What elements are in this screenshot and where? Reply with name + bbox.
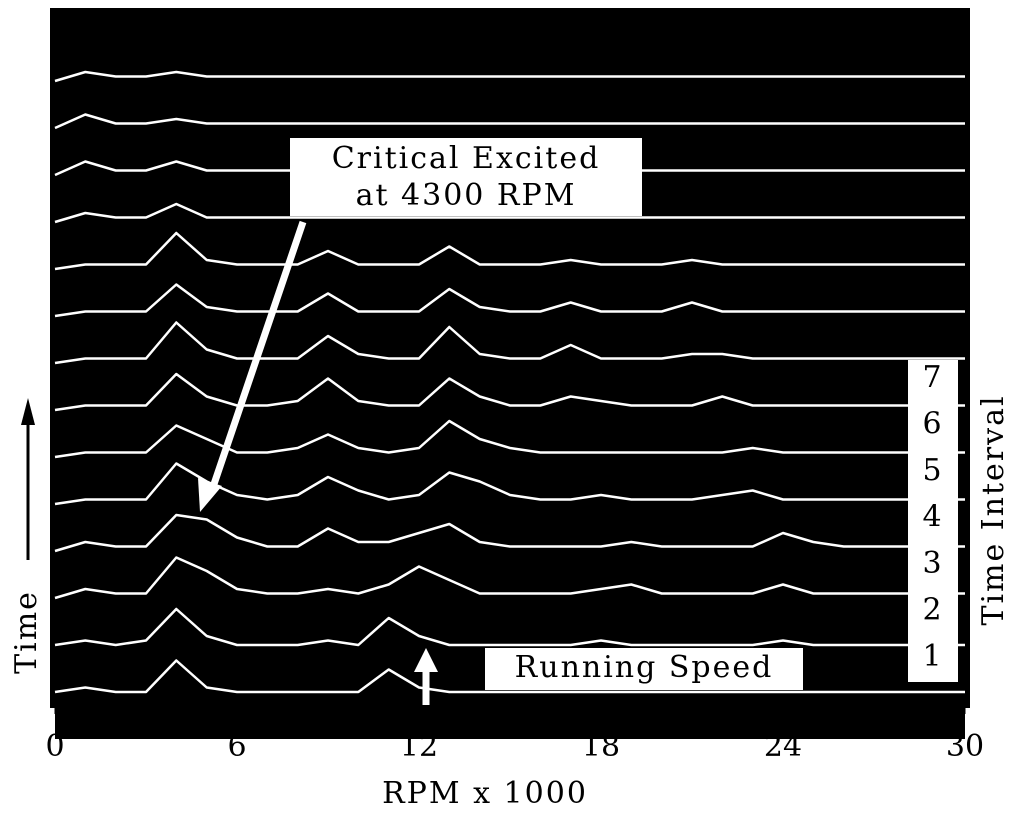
- trace-fill: [55, 204, 965, 269]
- trace: [54, 513, 965, 553]
- trace-fill: [55, 421, 965, 504]
- annotation: Critical Excited: [332, 141, 601, 176]
- trace: [54, 556, 965, 600]
- y-axis-label: Time: [9, 590, 44, 674]
- interval-label: 6: [922, 407, 941, 442]
- annotation-box: [485, 648, 803, 690]
- trace-fill: [55, 284, 965, 363]
- x-tick-label: 18: [582, 729, 620, 764]
- trace: [54, 419, 965, 459]
- trace-fill: [55, 72, 965, 128]
- trace: [54, 607, 965, 647]
- x-tick-label: 30: [946, 729, 984, 764]
- y-axis-arrowhead: [21, 398, 35, 425]
- x-tick-label: 24: [764, 729, 802, 764]
- trace-fill: [55, 660, 965, 739]
- x-tick-label: 12: [400, 729, 438, 764]
- trace-fill: [55, 374, 965, 457]
- annotation-arrowhead: [198, 478, 222, 512]
- trace: [54, 113, 965, 130]
- trace-fill: [55, 515, 965, 598]
- x-tick-label: 0: [45, 729, 64, 764]
- trace-fill: [55, 557, 965, 645]
- interval-label-box: [908, 360, 958, 682]
- interval-label: 4: [922, 500, 941, 535]
- trace: [54, 321, 965, 365]
- annotation-arrow: [208, 220, 307, 492]
- interval-label: 1: [922, 639, 941, 674]
- trace: [54, 202, 965, 224]
- trace-fill: [55, 322, 965, 410]
- annotation: Running Speed: [515, 650, 774, 685]
- annotation-box: [290, 138, 642, 216]
- interval-label: 3: [922, 546, 941, 581]
- trace: [54, 283, 965, 318]
- trace: [54, 659, 965, 694]
- trace-fill: [55, 463, 965, 551]
- annotation-arrowhead: [414, 648, 438, 672]
- annotation: at 4300 RPM: [356, 178, 577, 213]
- trace-fill: [55, 233, 965, 316]
- interval-label: 5: [922, 453, 941, 488]
- overlay: Critical Excited at 4300 RPM Running Spe…: [198, 138, 958, 705]
- trace: [54, 70, 965, 83]
- interval-label: 7: [922, 360, 941, 395]
- trace: [54, 231, 965, 271]
- right-axis-label: Time Interval: [976, 394, 1011, 625]
- x-axis-label: RPM x 1000: [382, 776, 588, 811]
- interval-label: 2: [922, 593, 941, 628]
- trace: [54, 372, 965, 412]
- x-tick-label: 6: [227, 729, 246, 764]
